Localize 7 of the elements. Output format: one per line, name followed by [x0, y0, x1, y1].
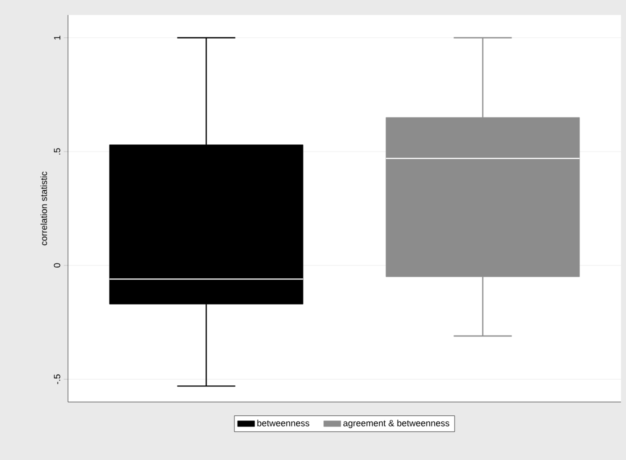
y-tick-label: 0 [54, 263, 60, 268]
legend-label: betweenness [257, 420, 310, 426]
y-tick-label: .5 [54, 148, 60, 155]
y-tick-label: 1 [54, 36, 60, 40]
y-axis-title: correlation statistic [40, 172, 48, 246]
legend-label: agreement & betweenness [343, 420, 450, 428]
y-tick-label: -.5 [54, 374, 60, 384]
